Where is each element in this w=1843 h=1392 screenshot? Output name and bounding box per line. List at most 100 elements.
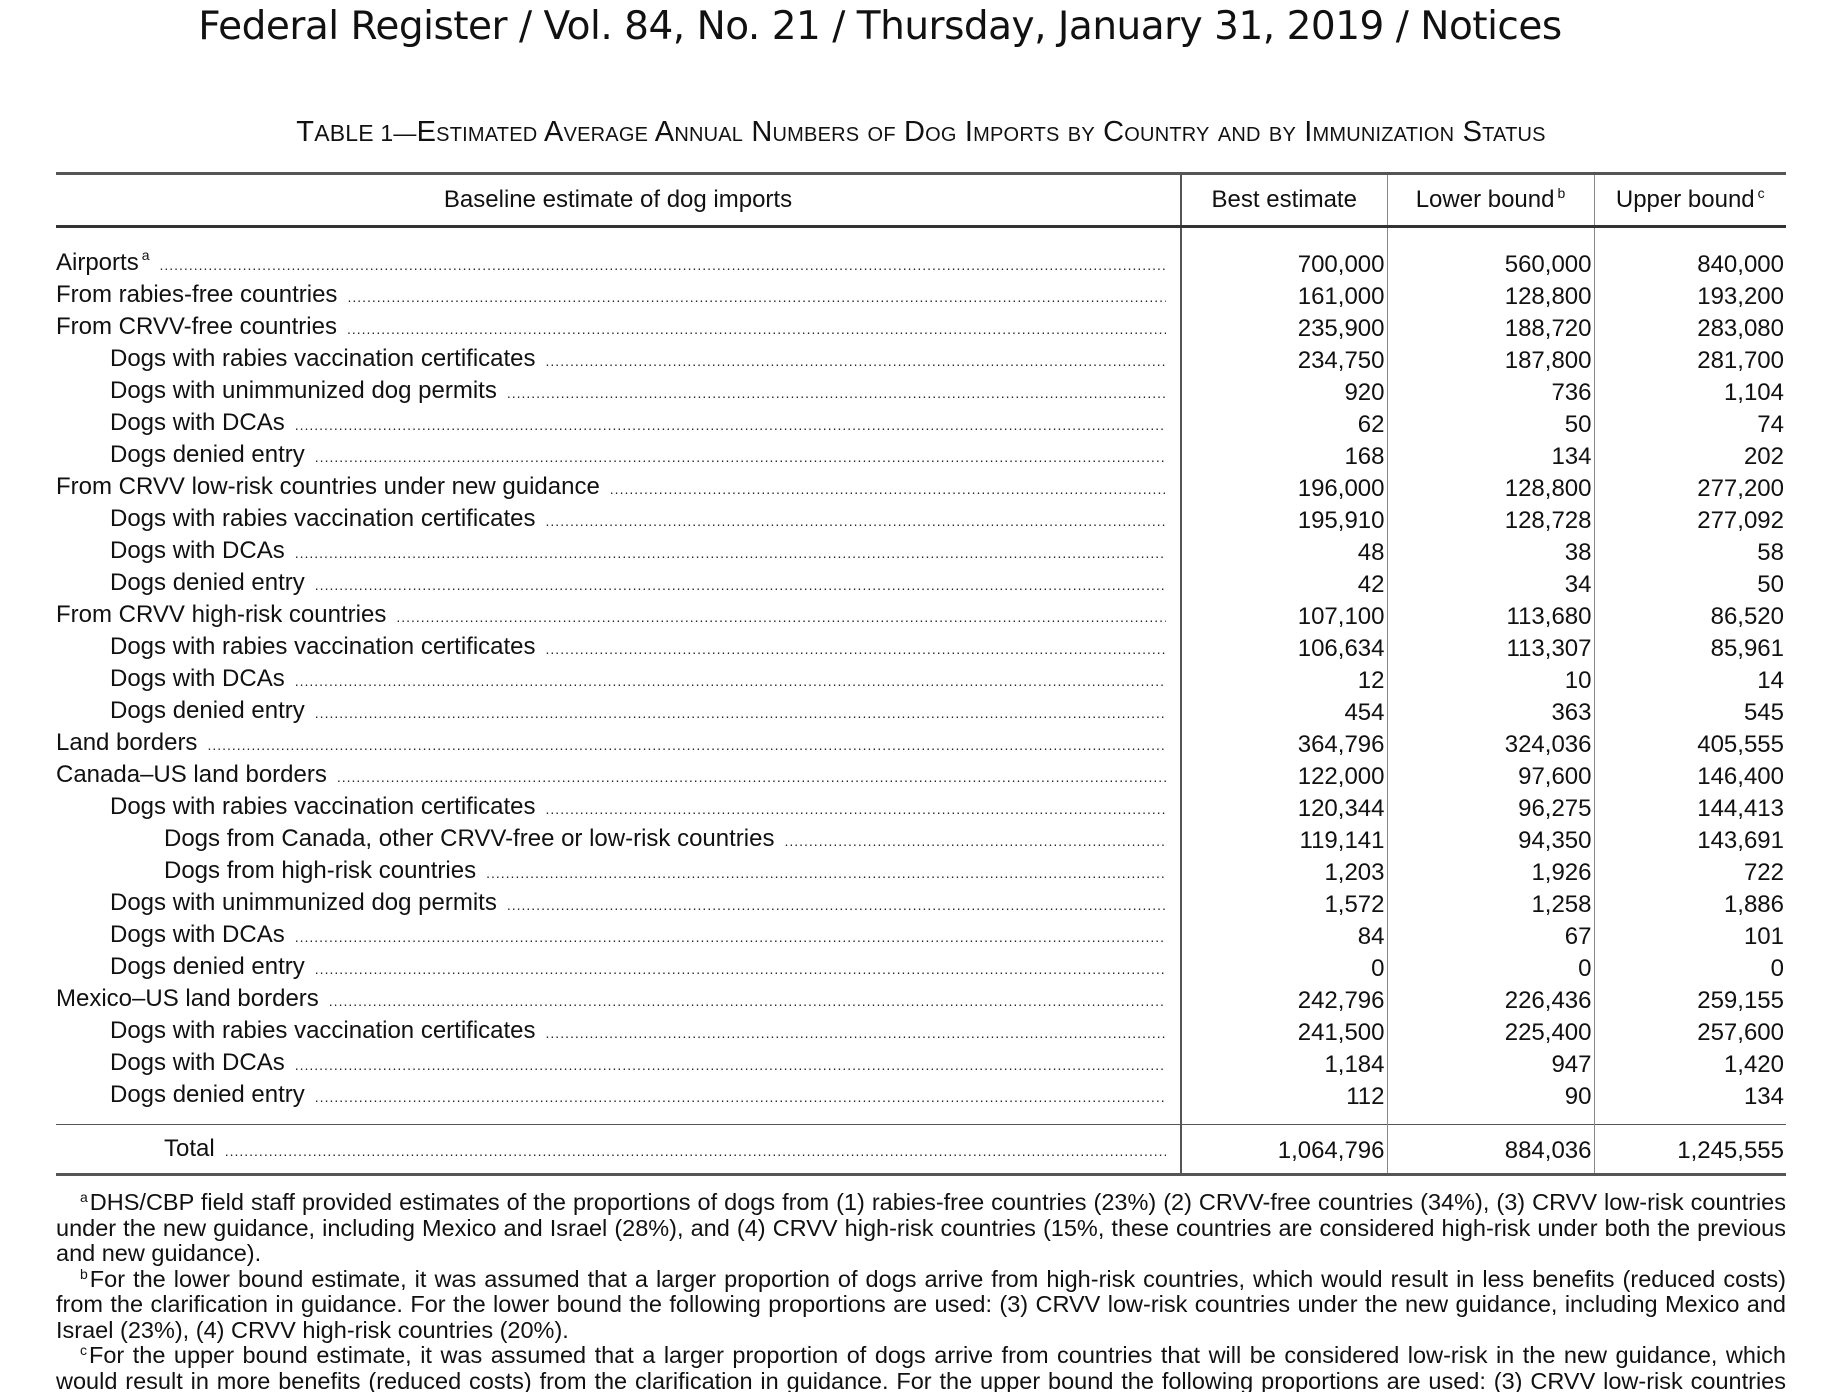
row-label: Dogs with DCAs: [56, 536, 1181, 568]
lower-bound-cell: 113,680: [1386, 600, 1594, 632]
lower-bound-cell: 225,400: [1386, 1016, 1594, 1048]
leader-dots: [295, 923, 1166, 952]
row-label: Dogs denied entry: [56, 440, 1181, 472]
lower-bound-cell: 736: [1386, 376, 1594, 408]
lower-bound-cell: 1,926: [1386, 856, 1594, 888]
lower-bound-cell: 113,307: [1386, 632, 1594, 664]
upper-bound-cell: 277,092: [1593, 504, 1786, 536]
row-label: Land borders: [56, 728, 1181, 760]
table-title-rest: ABLE 1—: [314, 120, 417, 146]
table-row: Dogs with rabies vaccination certificate…: [56, 632, 1786, 664]
leader-dots: [337, 763, 1166, 792]
row-label: Dogs with rabies vaccination certificate…: [56, 632, 1181, 664]
row-label: Dogs with unimmunized dog permits: [56, 376, 1181, 408]
best-estimate-cell: 235,900: [1180, 312, 1387, 344]
row-label: Dogs denied entry: [56, 1080, 1181, 1125]
table-title: TABLE 1—Estimated Average Annual Numbers…: [56, 116, 1786, 149]
best-estimate-cell: 168: [1180, 440, 1387, 472]
lower-bound-cell: 38: [1386, 536, 1594, 568]
upper-bound-cell: 259,155: [1593, 984, 1786, 1016]
leader-dots: [396, 603, 1166, 632]
leader-dots: [315, 955, 1166, 984]
header-row: Baseline estimate of dog imports Best es…: [56, 172, 1786, 228]
total-label: Total: [56, 1124, 1181, 1176]
table-title-prefix: T: [296, 116, 315, 148]
table-row: Dogs with DCAs 1,184 947 1,420: [56, 1048, 1786, 1080]
best-estimate-cell: 1,184: [1180, 1048, 1387, 1080]
total-best: 1,064,796: [1180, 1124, 1387, 1176]
best-estimate-cell: 62: [1180, 408, 1387, 440]
best-estimate-cell: 48: [1180, 536, 1387, 568]
footnotes: aDHS/CBP field staff provided estimates …: [56, 1189, 1786, 1392]
table-row: Dogs with unimmunized dog permits 920 73…: [56, 376, 1786, 408]
upper-bound-cell: 146,400: [1593, 760, 1786, 792]
table-row: From CRVV high-risk countries 107,100 11…: [56, 600, 1786, 632]
leader-dots: [315, 1083, 1166, 1112]
row-label: From CRVV low-risk countries under new g…: [56, 472, 1181, 504]
total-upper: 1,245,555: [1593, 1124, 1786, 1176]
footnote-a: aDHS/CBP field staff provided estimates …: [56, 1189, 1786, 1266]
leader-dots: [486, 859, 1166, 888]
total-row: Total 1,064,796 884,036 1,245,555: [56, 1124, 1786, 1176]
dog-imports-table: Baseline estimate of dog imports Best es…: [56, 172, 1786, 1176]
best-estimate-cell: 120,344: [1180, 792, 1387, 824]
leader-dots: [159, 251, 1166, 280]
table-row: From rabies-free countries 161,000 128,8…: [56, 280, 1786, 312]
best-estimate-cell: 107,100: [1180, 600, 1387, 632]
leader-dots: [546, 1019, 1166, 1048]
table-row: Dogs with rabies vaccination certificate…: [56, 504, 1786, 536]
row-label: Dogs with DCAs: [56, 408, 1181, 440]
total-lower: 884,036: [1386, 1124, 1594, 1176]
leader-dots: [546, 635, 1166, 664]
best-estimate-cell: 112: [1180, 1080, 1387, 1125]
best-estimate-cell: 0: [1180, 952, 1387, 984]
leader-dots: [347, 315, 1166, 344]
leader-dots: [507, 891, 1166, 920]
best-estimate-cell: 119,141: [1180, 824, 1387, 856]
lower-bound-cell: 96,275: [1386, 792, 1594, 824]
table-row: Dogs denied entry 112 90 134: [56, 1080, 1786, 1125]
upper-bound-cell: 86,520: [1593, 600, 1786, 632]
row-label: Dogs from high-risk countries: [56, 856, 1181, 888]
lower-bound-cell: 188,720: [1386, 312, 1594, 344]
leader-dots: [546, 507, 1166, 536]
lower-bound-cell: 128,800: [1386, 280, 1594, 312]
table-row: From CRVV low-risk countries under new g…: [56, 472, 1786, 504]
column-header-upper: Upper bound c: [1593, 172, 1786, 228]
upper-bound-cell: 545: [1593, 696, 1786, 728]
leader-dots: [329, 987, 1166, 1016]
lower-bound-cell: 187,800: [1386, 344, 1594, 376]
upper-bound-cell: 85,961: [1593, 632, 1786, 664]
upper-bound-cell: 405,555: [1593, 728, 1786, 760]
table-row: Dogs with rabies vaccination certificate…: [56, 1016, 1786, 1048]
row-label: Dogs with rabies vaccination certificate…: [56, 792, 1181, 824]
lower-bound-cell: 97,600: [1386, 760, 1594, 792]
leader-dots: [784, 827, 1166, 856]
upper-bound-cell: 134: [1593, 1080, 1786, 1125]
row-label: Dogs denied entry: [56, 696, 1181, 728]
lower-bound-cell: 10: [1386, 664, 1594, 696]
row-label: Dogs with rabies vaccination certificate…: [56, 344, 1181, 376]
lower-bound-cell: 94,350: [1386, 824, 1594, 856]
table-and-notes: Baseline estimate of dog imports Best es…: [56, 172, 1786, 1392]
column-header-baseline: Baseline estimate of dog imports: [56, 172, 1181, 228]
upper-bound-cell: 257,600: [1593, 1016, 1786, 1048]
best-estimate-cell: 241,500: [1180, 1016, 1387, 1048]
upper-bound-cell: 58: [1593, 536, 1786, 568]
row-label: Mexico–US land borders: [56, 984, 1181, 1016]
best-estimate-cell: 364,796: [1180, 728, 1387, 760]
leader-dots: [507, 379, 1166, 408]
leader-dots: [295, 1051, 1166, 1080]
upper-bound-cell: 50: [1593, 568, 1786, 600]
best-estimate-cell: 196,000: [1180, 472, 1387, 504]
upper-bound-cell: 74: [1593, 408, 1786, 440]
upper-bound-cell: 722: [1593, 856, 1786, 888]
row-label: Dogs with DCAs: [56, 664, 1181, 696]
upper-bound-cell: 1,886: [1593, 888, 1786, 920]
lower-bound-cell: 324,036: [1386, 728, 1594, 760]
leader-dots: [546, 795, 1166, 824]
leader-dots: [225, 1137, 1166, 1166]
leader-dots: [347, 283, 1166, 312]
row-label: Dogs with DCAs: [56, 1048, 1181, 1080]
